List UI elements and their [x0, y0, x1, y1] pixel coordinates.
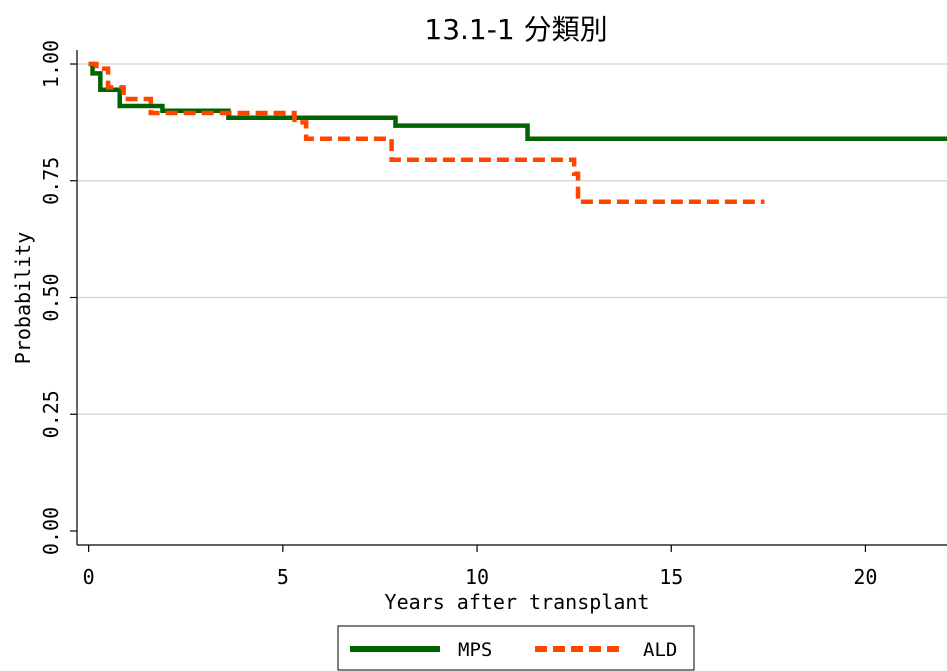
y-axis-label: Probability: [11, 232, 35, 364]
x-axis-label: Years after transplant: [385, 590, 650, 614]
legend: MPS ALD: [337, 625, 695, 671]
series-layer: [88, 61, 947, 205]
chart-title: 13.1-1 分類別: [424, 13, 607, 46]
y-tick-label-2: 0.50: [39, 273, 63, 321]
x-tick-label-2: 10: [465, 565, 489, 589]
axis-layer: 0.00 0.25 0.50 0.75 1.00 0 5 10 15 20: [39, 40, 947, 589]
y-tick-label-4: 1.00: [39, 40, 63, 88]
series-line-ald: [88, 61, 765, 205]
x-tick-label-1: 5: [277, 565, 289, 589]
legend-label-ald: ALD: [643, 639, 677, 661]
y-tick-label-3: 0.75: [39, 157, 63, 205]
y-tick-label-1: 0.25: [39, 390, 63, 438]
x-tick-label-3: 15: [659, 565, 683, 589]
y-tick-label-0: 0.00: [39, 507, 63, 555]
x-tick-label-4: 20: [853, 565, 877, 589]
x-tick-label-0: 0: [83, 565, 95, 589]
grid-layer: [77, 63, 947, 415]
legend-label-mps: MPS: [458, 639, 492, 661]
series-line-mps: [88, 61, 947, 141]
